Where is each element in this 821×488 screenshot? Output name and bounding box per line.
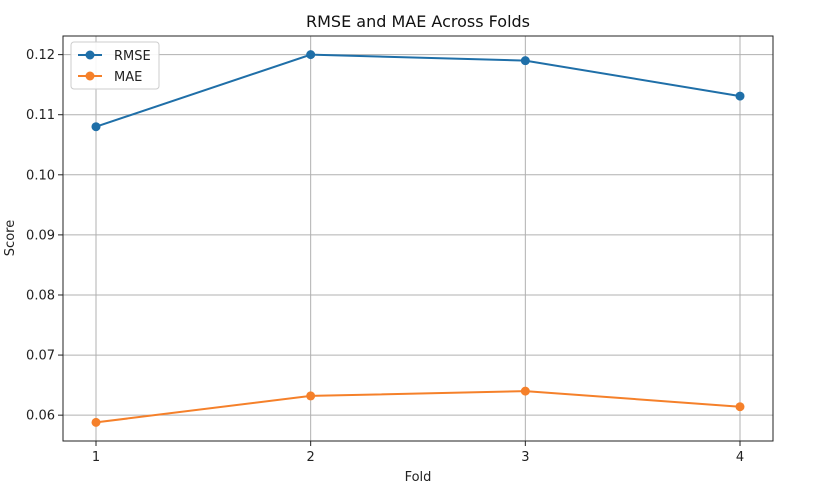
y-axis-label: Score — [3, 220, 18, 256]
legend-marker-mae — [85, 71, 95, 81]
data-point-mae — [735, 402, 745, 412]
x-tick-label: 4 — [736, 450, 744, 465]
legend-marker-rmse — [85, 50, 95, 60]
y-tick-label: 0.11 — [26, 108, 55, 123]
y-tick-label: 0.07 — [26, 349, 55, 364]
x-tick-label: 2 — [307, 450, 315, 465]
series-layer — [91, 50, 745, 427]
y-tick-label: 0.09 — [26, 228, 55, 243]
data-point-mae — [306, 391, 316, 401]
x-axis-ticks: 1 2 3 4 — [92, 441, 744, 465]
data-point-rmse — [520, 56, 530, 66]
data-point-mae — [91, 417, 101, 427]
y-tick-label: 0.12 — [26, 48, 55, 63]
legend: RMSE MAE — [70, 41, 160, 90]
legend-label-mae: MAE — [114, 70, 142, 85]
plot-area-frame — [62, 35, 774, 442]
data-point-rmse — [91, 122, 101, 132]
y-axis-ticks: 0.06 0.07 0.08 0.09 0.10 0.11 0.12 — [26, 48, 63, 424]
y-tick-label: 0.06 — [26, 409, 55, 424]
series-line-mae — [95, 390, 741, 424]
x-tick-label: 3 — [521, 450, 529, 465]
series-line-rmse — [95, 53, 741, 128]
y-tick-label: 0.10 — [26, 168, 55, 183]
x-axis-label: Fold — [405, 470, 432, 485]
legend-label-rmse: RMSE — [114, 49, 151, 64]
grid-lines — [63, 36, 773, 441]
data-point-mae — [520, 386, 530, 396]
x-tick-label: 1 — [92, 450, 100, 465]
y-tick-label: 0.08 — [26, 288, 55, 303]
data-point-rmse — [735, 91, 745, 101]
chart-title: RMSE and MAE Across Folds — [306, 12, 530, 31]
data-point-rmse — [306, 50, 316, 60]
